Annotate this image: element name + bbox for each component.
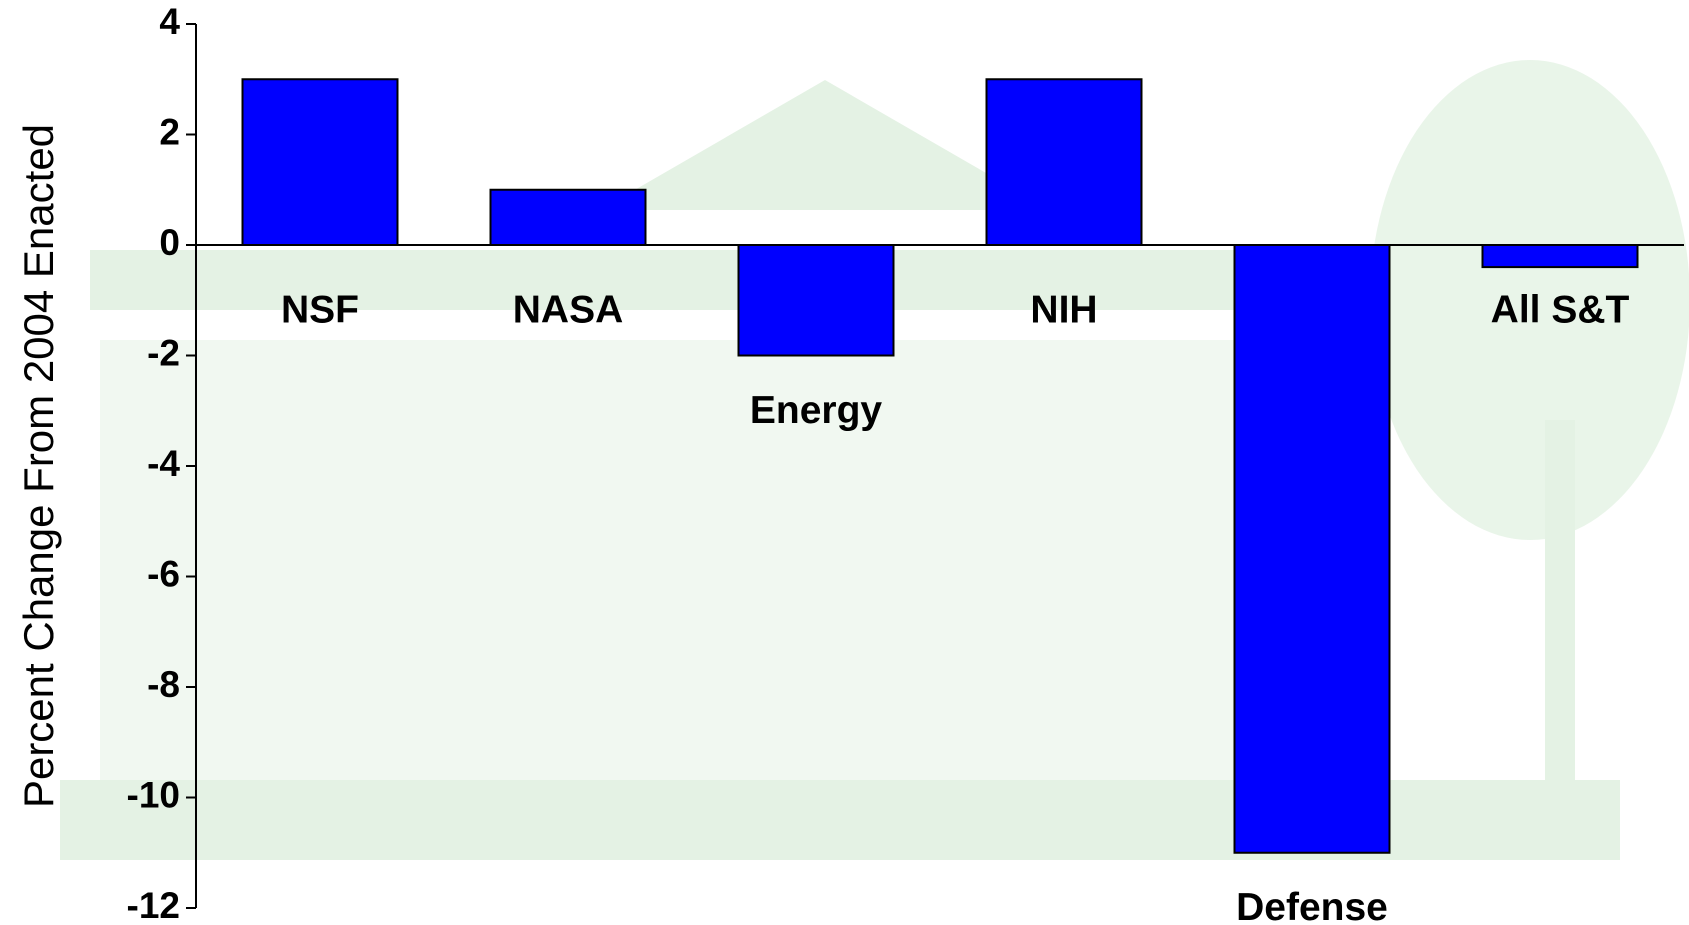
bar [1233, 244, 1391, 854]
category-label: NIH [1030, 288, 1097, 331]
y-tick-label: -2 [147, 332, 180, 373]
category-label: NSF [281, 288, 359, 331]
y-tick-label: 2 [159, 111, 180, 152]
category-label: NASA [513, 288, 624, 331]
y-tick-label: -6 [147, 553, 180, 594]
y-tick-label: -4 [147, 443, 180, 484]
y-tick-label: -12 [127, 885, 180, 925]
y-tick-label: 4 [159, 1, 180, 42]
bar [737, 244, 895, 357]
bar [985, 78, 1143, 246]
bar [241, 78, 399, 246]
y-tick-label: 0 [159, 222, 180, 263]
category-label: All S&T [1491, 288, 1630, 331]
y-tick-label: -8 [147, 664, 180, 705]
y-tick-label: -10 [127, 774, 180, 815]
y-axis-label: Percent Change From 2004 Enacted [15, 124, 62, 808]
category-label: Defense [1236, 886, 1388, 925]
bar [1481, 244, 1639, 269]
bar [489, 188, 647, 246]
category-label: Energy [750, 389, 883, 432]
